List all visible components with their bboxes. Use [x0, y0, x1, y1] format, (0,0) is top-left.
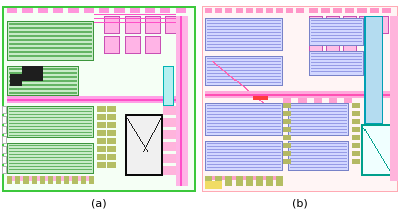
Text: (a): (a) — [91, 199, 107, 209]
Text: (b): (b) — [292, 199, 308, 209]
